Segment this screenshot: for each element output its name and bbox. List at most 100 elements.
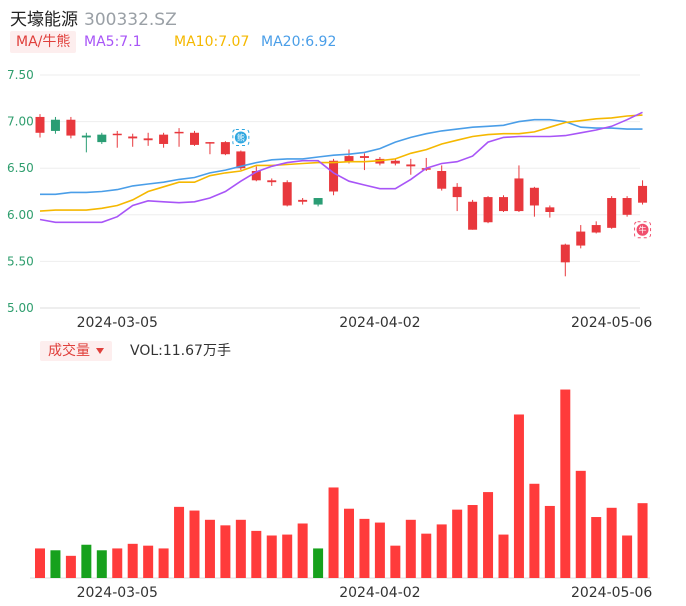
volume-bar (421, 533, 432, 578)
candle-body (298, 199, 308, 202)
ma-legend: MA/牛熊 MA5:7.1 MA10:7.07 MA20:6.92 (10, 31, 670, 53)
volume-bar (174, 506, 185, 578)
volume-bar (405, 519, 416, 578)
volume-bar (467, 505, 478, 578)
volume-bar (112, 548, 123, 578)
caret-down-icon (96, 348, 104, 354)
stock-title: 天壕能源 300332.SZ (10, 5, 177, 30)
volume-bar (81, 544, 92, 578)
volume-bar (158, 548, 169, 578)
candle-body (81, 135, 91, 138)
candle-body (638, 185, 648, 203)
volume-bar (622, 535, 633, 578)
candle-body (267, 180, 277, 183)
candle-body (112, 133, 122, 136)
candle-body (607, 198, 617, 228)
candle-body (622, 198, 632, 215)
candle-body (174, 131, 184, 134)
candle-body (282, 182, 292, 206)
volume-bar (266, 535, 277, 578)
bull-marker-icon (636, 223, 649, 236)
volume-bar (529, 483, 540, 578)
ma5-label: MA5:7.1 (84, 34, 142, 50)
x-tick-label: 2024-03-05 (77, 315, 158, 331)
candle-body (452, 186, 462, 198)
volume-bar (204, 519, 215, 578)
volume-bar (282, 534, 293, 578)
candle-body (236, 151, 246, 169)
volume-bar (220, 525, 231, 578)
candle-body (205, 142, 215, 144)
candle-body (591, 225, 601, 233)
volume-bar (483, 492, 494, 578)
candle-body (159, 134, 169, 144)
bear-marker-icon (234, 131, 247, 144)
stock-code: 300332.SZ (84, 10, 177, 30)
volume-x-tick-label: 2024-05-06 (571, 585, 652, 601)
volume-bar (189, 510, 200, 578)
candle-body (128, 136, 138, 139)
volume-bar (127, 543, 138, 578)
volume-bar (606, 507, 617, 578)
candle-body (251, 170, 261, 181)
candle-body (406, 164, 416, 167)
volume-bar (591, 517, 602, 578)
volume-bar (251, 530, 262, 578)
volume-bar (544, 505, 555, 578)
candle-body (35, 116, 45, 133)
y-tick-label: 5.00 (7, 301, 34, 315)
stock-name: 天壕能源 (10, 10, 78, 30)
volume-bar (374, 522, 385, 578)
y-tick-label: 7.50 (7, 68, 34, 82)
volume-bar (390, 545, 401, 578)
candle-body (545, 207, 555, 213)
volume-bar (328, 487, 339, 578)
candle-body (560, 244, 570, 263)
candle-body (313, 198, 323, 205)
volume-bar (65, 555, 76, 578)
ma10-line (39, 114, 643, 212)
volume-legend: 成交量 VOL:11.67万手 (40, 341, 440, 361)
ma5-line (39, 111, 643, 224)
x-tick-label: 2024-04-02 (339, 315, 420, 331)
candle-body (576, 231, 586, 246)
y-tick-label: 5.50 (7, 254, 34, 268)
volume-mode-button[interactable]: 成交量 (40, 341, 112, 361)
y-tick-label: 6.00 (7, 208, 34, 222)
volume-bar (498, 534, 509, 578)
volume-bar (359, 518, 370, 578)
candle-body (499, 197, 508, 212)
volume-bar (344, 508, 354, 578)
ma20-line (40, 118, 643, 196)
candle-body (514, 178, 524, 212)
candle-body (529, 187, 539, 206)
candle-body (66, 119, 76, 136)
candle-body (190, 132, 199, 145)
candle-body (359, 156, 369, 158)
volume-mode-label: 成交量 (48, 343, 90, 359)
volume-value: VOL:11.67万手 (130, 343, 231, 359)
bull-marker-icon-frame (634, 221, 652, 239)
volume-bar (297, 523, 308, 578)
volume-bar (50, 550, 61, 578)
volume-bar (436, 524, 447, 578)
bear-marker-icon-frame (232, 128, 250, 146)
ma-mode-button[interactable]: MA/牛熊 (10, 31, 77, 53)
candle-body (468, 201, 478, 230)
candle-body (437, 170, 447, 189)
candle-body (50, 119, 60, 131)
volume-bar (575, 470, 586, 578)
candle-body (390, 160, 400, 164)
y-tick-label: 7.00 (7, 115, 34, 129)
bull-marker-icon-label: 牛 (639, 225, 647, 235)
candle-body (97, 134, 107, 143)
volume-bar (143, 545, 154, 578)
volume-x-tick-label: 2024-03-05 (77, 585, 158, 601)
candle-body (220, 142, 230, 155)
volume-x-tick-label: 2024-04-02 (339, 585, 420, 601)
candle-body (344, 156, 354, 162)
volume-bar (35, 548, 45, 578)
volume-bar (637, 503, 648, 578)
ma10-label: MA10:7.07 (174, 34, 250, 50)
